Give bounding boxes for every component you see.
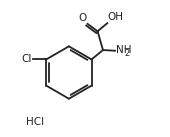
Text: OH: OH bbox=[108, 12, 124, 22]
Text: 2: 2 bbox=[125, 49, 130, 58]
Text: NH: NH bbox=[116, 45, 131, 55]
Text: O: O bbox=[78, 13, 87, 23]
Text: HCl: HCl bbox=[26, 117, 44, 127]
Text: Cl: Cl bbox=[22, 54, 32, 64]
